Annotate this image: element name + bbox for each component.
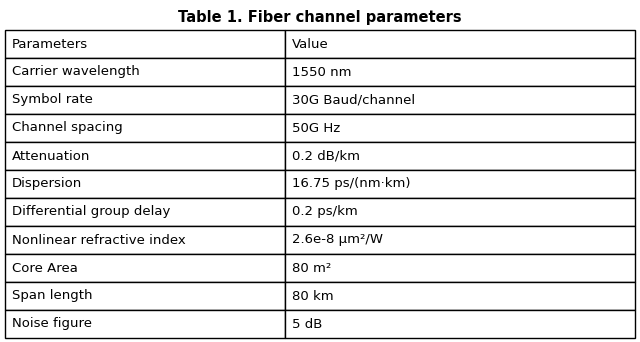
Text: Channel spacing: Channel spacing: [12, 121, 123, 134]
Text: 0.2 dB/km: 0.2 dB/km: [292, 149, 360, 162]
Bar: [285, 86, 635, 114]
Bar: [285, 170, 635, 198]
Text: 2.6e-8 μm²/W: 2.6e-8 μm²/W: [292, 234, 383, 247]
Bar: [5, 86, 285, 114]
Text: Attenuation: Attenuation: [12, 149, 90, 162]
Text: Dispersion: Dispersion: [12, 177, 83, 190]
Bar: [5, 142, 285, 170]
Bar: [285, 226, 635, 254]
Bar: [5, 198, 285, 226]
Text: Value: Value: [292, 38, 329, 51]
Bar: [5, 310, 285, 338]
Text: 80 km: 80 km: [292, 289, 334, 303]
Text: Differential group delay: Differential group delay: [12, 206, 170, 219]
Text: Core Area: Core Area: [12, 262, 78, 275]
Text: 30G Baud/channel: 30G Baud/channel: [292, 93, 415, 106]
Bar: [5, 226, 285, 254]
Bar: [285, 114, 635, 142]
Bar: [285, 30, 635, 58]
Text: Parameters: Parameters: [12, 38, 88, 51]
Bar: [285, 142, 635, 170]
Text: 0.2 ps/km: 0.2 ps/km: [292, 206, 358, 219]
Bar: [285, 254, 635, 282]
Bar: [285, 58, 635, 86]
Text: 80 m²: 80 m²: [292, 262, 332, 275]
Bar: [285, 310, 635, 338]
Bar: [285, 198, 635, 226]
Text: 5 dB: 5 dB: [292, 317, 323, 330]
Bar: [5, 254, 285, 282]
Bar: [5, 282, 285, 310]
Bar: [5, 58, 285, 86]
Text: Span length: Span length: [12, 289, 93, 303]
Bar: [5, 114, 285, 142]
Text: 50G Hz: 50G Hz: [292, 121, 340, 134]
Text: 1550 nm: 1550 nm: [292, 66, 352, 79]
Bar: [5, 170, 285, 198]
Bar: [285, 282, 635, 310]
Text: 16.75 ps/(nm·km): 16.75 ps/(nm·km): [292, 177, 411, 190]
Text: Table 1. Fiber channel parameters: Table 1. Fiber channel parameters: [178, 10, 462, 25]
Text: Carrier wavelength: Carrier wavelength: [12, 66, 140, 79]
Text: Symbol rate: Symbol rate: [12, 93, 93, 106]
Bar: [5, 30, 285, 58]
Text: Nonlinear refractive index: Nonlinear refractive index: [12, 234, 186, 247]
Text: Noise figure: Noise figure: [12, 317, 92, 330]
